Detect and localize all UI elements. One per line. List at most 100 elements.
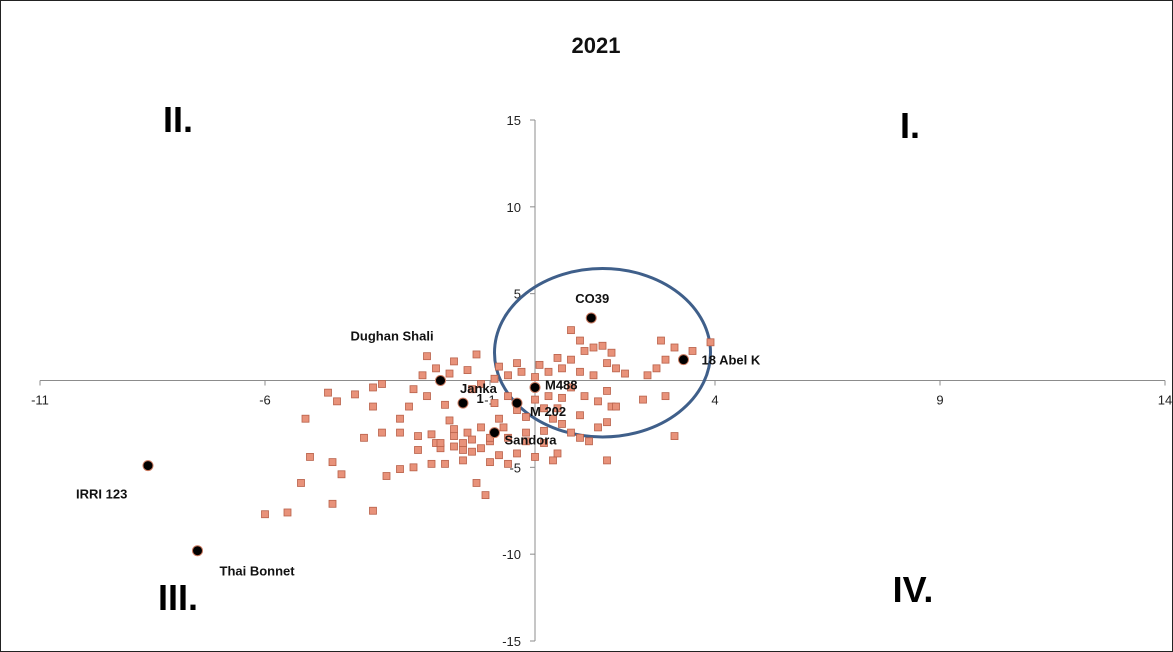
genotype-point <box>522 428 530 437</box>
y-tick-label: 15 <box>507 113 521 128</box>
genotype-point <box>580 392 589 401</box>
genotype-point <box>594 423 602 432</box>
genotype-point <box>670 432 679 440</box>
genotype-point <box>423 392 431 401</box>
genotype-point <box>297 479 305 487</box>
genotype-point <box>463 366 472 374</box>
genotype-point <box>540 439 548 447</box>
genotype-point <box>261 510 269 519</box>
genotype-label: Thai Bonnet <box>220 564 296 579</box>
genotype-point <box>576 336 584 345</box>
genotype-point <box>643 371 652 380</box>
quadrant-label: II. <box>163 99 193 140</box>
genotype-label: Janka <box>460 381 498 396</box>
genotype-point <box>567 428 575 437</box>
genotype-point <box>468 447 476 456</box>
quadrant-label: I. <box>900 105 920 146</box>
genotype-point <box>472 350 481 359</box>
highlighted-point <box>529 381 541 393</box>
genotype-point <box>553 449 562 458</box>
genotype-point <box>553 354 562 362</box>
genotype-point <box>396 414 404 423</box>
genotype-point <box>427 430 436 439</box>
genotype-point <box>306 453 314 461</box>
genotype-point <box>301 414 310 423</box>
genotype-point <box>580 347 589 355</box>
genotype-point <box>576 433 584 442</box>
genotype-label: Sandora <box>505 433 558 448</box>
genotype-point <box>463 428 472 437</box>
genotype-point <box>544 367 553 376</box>
genotype-point <box>517 367 526 376</box>
genotype-point <box>436 439 445 447</box>
genotype-label: M488 <box>545 377 578 392</box>
genotype-point <box>409 463 418 472</box>
genotype-point <box>558 420 566 428</box>
genotype-label: 1 <box>477 391 484 406</box>
genotype-point <box>450 357 458 366</box>
x-tick-label: -11 <box>31 393 49 408</box>
genotype-point <box>558 393 566 402</box>
genotype-point <box>450 432 458 440</box>
genotype-point <box>396 428 404 437</box>
quadrant-label: IV. <box>893 569 934 610</box>
genotype-point <box>486 458 494 467</box>
genotype-point <box>459 446 467 454</box>
genotype-point <box>283 508 292 517</box>
genotype-point <box>423 352 431 361</box>
genotype-point <box>477 423 485 432</box>
genotype-point <box>661 392 670 401</box>
genotype-point <box>450 442 458 451</box>
genotype-point <box>657 336 665 345</box>
genotype-point <box>540 426 548 435</box>
genotype-point <box>445 369 454 378</box>
genotype-point <box>382 472 391 480</box>
genotype-point <box>427 459 436 468</box>
genotype-point <box>513 449 521 458</box>
genotype-point <box>369 383 377 392</box>
genotype-point <box>567 326 575 335</box>
x-tick-label: 4 <box>711 393 718 408</box>
genotype-point <box>603 387 611 395</box>
chart-title: 2021 <box>572 33 621 58</box>
genotype-point <box>459 456 467 465</box>
genotype-point <box>621 369 629 378</box>
y-tick-label: -5 <box>509 460 521 475</box>
genotype-point <box>504 371 512 380</box>
highlighted-point <box>678 354 689 366</box>
genotype-point <box>670 343 679 352</box>
genotype-point <box>369 402 377 411</box>
genotype-point <box>688 347 697 355</box>
x-tick-label: -6 <box>259 393 271 408</box>
genotype-point <box>531 395 539 404</box>
genotype-label: Dughan Shali <box>351 329 434 344</box>
genotype-point <box>549 456 557 465</box>
genotype-point <box>445 416 454 425</box>
genotype-point <box>544 392 553 401</box>
genotype-point <box>333 397 341 406</box>
genotype-point <box>531 453 539 461</box>
genotype-point <box>504 433 512 442</box>
genotype-point <box>589 371 598 380</box>
genotype-point <box>490 399 499 407</box>
highlighted-point <box>489 427 500 439</box>
genotype-point <box>504 392 512 401</box>
genotype-label: M 202 <box>530 404 566 419</box>
genotype-point <box>337 470 346 479</box>
genotype-point <box>328 499 337 508</box>
genotype-point <box>504 459 512 468</box>
genotype-label: CO39 <box>575 291 609 306</box>
genotype-point <box>612 364 620 373</box>
genotype-point <box>495 362 503 371</box>
quadrant-label: III. <box>158 577 198 618</box>
genotype-point <box>441 459 449 468</box>
genotype-point <box>639 395 647 404</box>
x-tick-label: 9 <box>936 393 943 408</box>
y-tick-label: -10 <box>502 547 521 562</box>
genotype-points <box>261 326 715 519</box>
genotype-point <box>567 383 575 392</box>
quadrant-labels: I. II. III. IV. <box>158 99 933 618</box>
genotype-point <box>369 506 377 515</box>
genotype-point <box>418 371 427 380</box>
genotype-point <box>495 414 503 423</box>
